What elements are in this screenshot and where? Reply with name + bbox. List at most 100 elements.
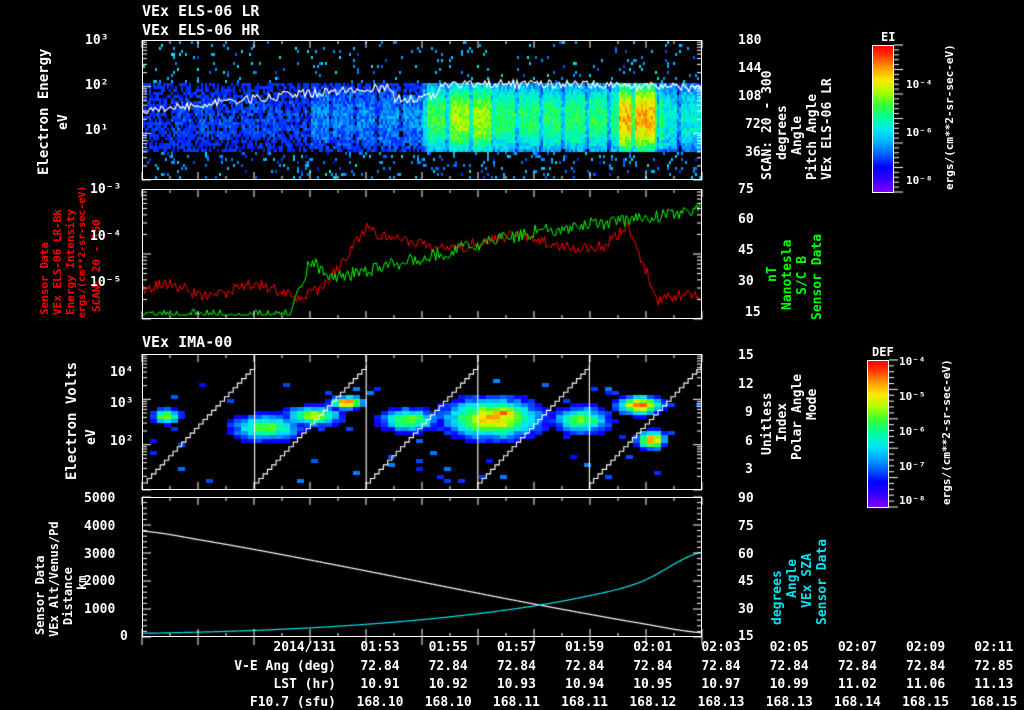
- panel3-y2tick-0: 15: [738, 348, 754, 363]
- panel4-y2label-line4: degrees: [770, 570, 785, 625]
- footer-cell: 168.13: [697, 695, 745, 710]
- panel4-y2tick-4: 30: [738, 602, 754, 617]
- footer-cell: 72.84: [837, 659, 877, 674]
- panel4-ytick-4: 1000: [84, 602, 116, 617]
- panel3-plot-area: [142, 354, 702, 490]
- footer-cell: 10.99: [769, 677, 809, 692]
- colorbar1-tick-2: 10⁻⁸: [906, 174, 933, 187]
- panel4-ytick-2: 3000: [84, 547, 116, 562]
- panel4-y2label-line2: VEx SZA: [800, 553, 815, 608]
- panel1-spectrogram-canvas: [143, 41, 701, 179]
- panel2-line-canvas: [143, 190, 701, 318]
- colorbar2-tick-1: 10⁻⁵: [899, 390, 926, 403]
- colorbar2-tick-3: 10⁻⁷: [899, 460, 926, 473]
- panel2-ytick-0: 10⁻³: [90, 182, 122, 197]
- footer-cell: 168.10: [356, 695, 404, 710]
- footer-cell: 01:53: [360, 640, 400, 655]
- panel3-y2label-line3: Index: [775, 402, 790, 442]
- panel3-title: VEx IMA-00: [142, 333, 233, 351]
- footer-cell: 01:59: [565, 640, 605, 655]
- panel3-y2label-line2: Polar Angle: [790, 373, 805, 460]
- panel1-ytick-1: 10²: [85, 78, 109, 93]
- panel3-ytick-0: 10⁴: [110, 365, 134, 380]
- footer-cell: 72.84: [360, 659, 400, 674]
- panel1-y2label-line1: Pitch Angle: [805, 93, 820, 180]
- footer-cell: 11.06: [906, 677, 946, 692]
- panel2-ytick-1: 10⁻⁴: [90, 229, 122, 244]
- panel4-y2tick-3: 45: [738, 574, 754, 589]
- panel4-ytick-3: 2000: [84, 574, 116, 589]
- footer-cell: 168.13: [765, 695, 813, 710]
- panel2-y2tick-0: 75: [738, 182, 754, 197]
- panel1-y2label-line5: SCAN: 20 - 300: [760, 70, 775, 180]
- panel2-y2label-line4: nT: [765, 266, 780, 282]
- panel3-y2tick-3: 6: [745, 434, 753, 449]
- panel1-y2label-line4: degrees: [775, 105, 790, 160]
- footer-cell: 01:55: [428, 640, 468, 655]
- panel1-ylabel-line2: eV: [56, 114, 71, 130]
- footer-cell: 72.84: [633, 659, 673, 674]
- panel3-ylabel-line2: eV: [84, 429, 99, 445]
- footer-cell: 10.97: [701, 677, 741, 692]
- panel3-y2tick-1: 12: [738, 377, 754, 392]
- panel1-y2tick-2: 108: [738, 89, 762, 104]
- footer-cell: 10.92: [428, 677, 468, 692]
- panel4-y2tick-2: 60: [738, 547, 754, 562]
- panel3-ytick-1: 10³: [110, 396, 134, 411]
- panel1-y2tick-4: 36: [745, 145, 761, 160]
- footer-cell: 02:09: [906, 640, 946, 655]
- colorbar1-title: EI: [881, 30, 896, 44]
- colorbar2-tick-0: 10⁻⁴: [899, 355, 926, 368]
- footer-row-label-3: F10.7 (sfu): [249, 695, 336, 710]
- panel3-ylabel-line1: Electron Volts: [64, 361, 80, 480]
- colorbar1-tick-0: 10⁻⁴: [906, 78, 933, 91]
- panel2-y2tick-4: 15: [745, 305, 761, 320]
- panel1-ytick-2: 10¹: [85, 123, 109, 138]
- panel1-y2label-line3: Angle: [790, 115, 805, 155]
- panel2-ylabel-line2: VEx ELS-06 LR-Bk: [51, 209, 64, 315]
- footer-cell: 168.10: [424, 695, 472, 710]
- colorbar2: [867, 360, 889, 508]
- panel1-y2tick-0: 180: [738, 33, 762, 48]
- panel2-ylabel-line3: Energy Intensity: [64, 209, 77, 315]
- footer-cell: 02:01: [633, 640, 673, 655]
- footer-cell: 02:03: [701, 640, 741, 655]
- panel1-y2tick-1: 144: [738, 61, 762, 76]
- panel4-y2label-line1: Sensor Data: [815, 538, 830, 625]
- panel1-title-line2: VEx ELS-06 HR: [142, 21, 260, 39]
- panel3-y2label-line4: Unitless: [760, 392, 775, 455]
- panel1-y2label-line2: VEx ELS-06 LR: [820, 78, 835, 180]
- footer-date: 2014/131: [273, 640, 336, 655]
- panel4-ylabel-line3: Distance: [61, 567, 75, 625]
- footer-row-label-2: LST (hr): [273, 677, 336, 692]
- panel2-y2label-line3: Nanotesla: [780, 239, 795, 310]
- panel3-y2tick-4: 3: [745, 462, 753, 477]
- footer-cell: 10.95: [633, 677, 673, 692]
- panel4-y2label-line3: Angle: [785, 558, 800, 598]
- footer-cell: 10.93: [496, 677, 536, 692]
- footer-cell: 11.02: [837, 677, 877, 692]
- panel1-ytick-0: 10³: [85, 33, 109, 48]
- footer-cell: 01:57: [496, 640, 536, 655]
- panel2-y2label-line2: S/C B: [795, 255, 810, 295]
- footer-cell: 168.12: [629, 695, 677, 710]
- colorbar2-title: DEF: [872, 345, 894, 359]
- panel3-ytick-2: 10²: [110, 434, 134, 449]
- panel4-y2tick-0: 90: [738, 491, 754, 506]
- panel4-line-canvas: [143, 498, 701, 636]
- footer-cell: 02:11: [974, 640, 1014, 655]
- panel4-plot-area: [142, 497, 702, 637]
- colorbar2-tick-4: 10⁻⁸: [899, 494, 926, 507]
- footer-cell: 72.84: [565, 659, 605, 674]
- panel1-ylabel-line1: Electron Energy: [36, 48, 52, 175]
- colorbar2-units: ergs/(cm**2-sr-sec-eV): [940, 359, 953, 505]
- footer-cell: 72.84: [769, 659, 809, 674]
- panel4-ytick-1: 4000: [84, 519, 116, 534]
- panel2-y2label-line1: Sensor Data: [810, 233, 825, 320]
- colorbar1: [872, 45, 894, 193]
- panel4-ytick-0: 5000: [84, 491, 116, 506]
- colorbar1-units: ergs/(cm**2-sr-sec-eV): [943, 44, 956, 190]
- panel3-spectrogram-canvas: [143, 355, 701, 489]
- footer-cell: 02:07: [837, 640, 877, 655]
